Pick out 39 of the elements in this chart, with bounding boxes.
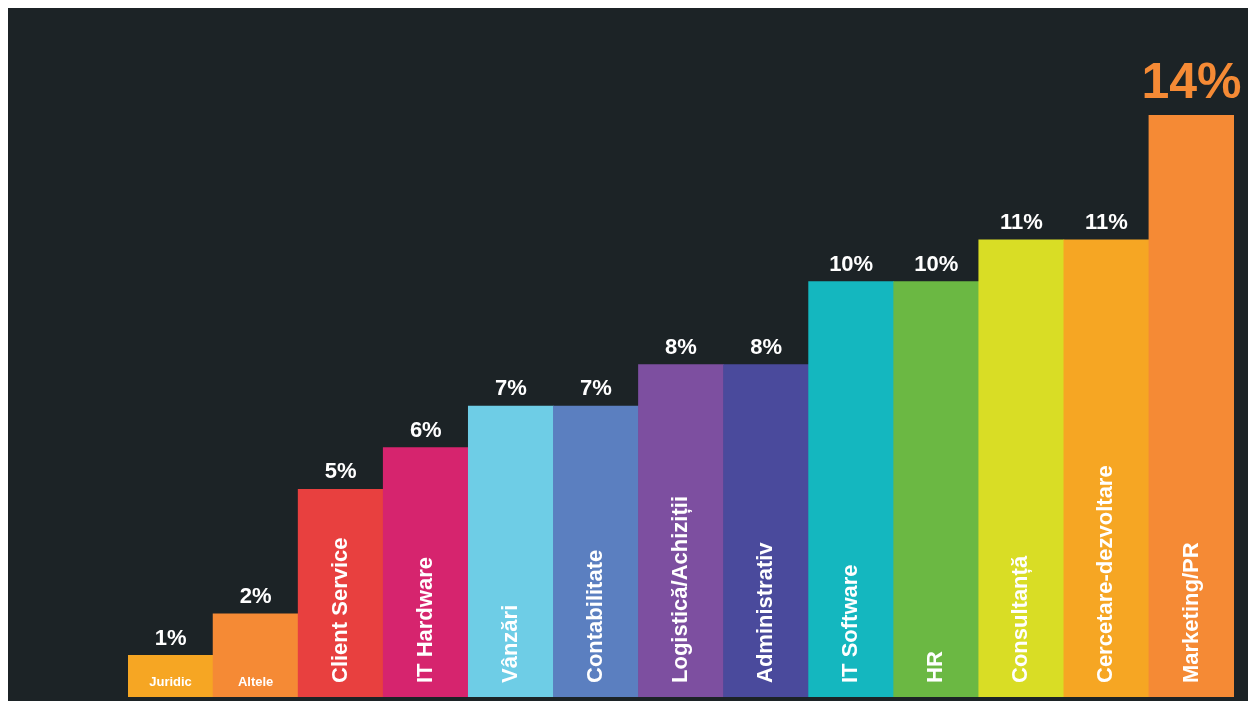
bar xyxy=(212,613,299,697)
bar xyxy=(808,281,895,697)
x-tick-label: Cercetare-dezvoltare xyxy=(1092,465,1118,683)
bar xyxy=(467,405,554,697)
x-tick-label: Marketing/PR xyxy=(1177,542,1203,683)
x-tick-label: Client Service xyxy=(326,537,352,683)
data-label: 14% xyxy=(1141,53,1242,110)
x-tick-label: IT Hardware xyxy=(411,557,437,683)
data-label: 11% xyxy=(999,208,1043,234)
x-tick-label: IT Software xyxy=(837,564,863,683)
data-label: 7% xyxy=(494,375,527,401)
bar xyxy=(128,655,214,697)
data-label: 8% xyxy=(750,333,782,359)
data-label: 10% xyxy=(829,250,874,276)
bar xyxy=(382,447,469,697)
x-tick-label: HR xyxy=(922,651,948,683)
data-label: 6% xyxy=(409,416,442,442)
data-label: 8% xyxy=(665,333,697,359)
x-tick-label: Juridic xyxy=(149,674,192,690)
data-label: 1% xyxy=(154,624,187,650)
data-label: 2% xyxy=(239,582,272,608)
bar xyxy=(978,239,1065,697)
x-tick-label: Logistică/Achiziții xyxy=(667,495,693,683)
bar xyxy=(723,364,809,697)
x-tick-label: Vânzări xyxy=(496,604,522,683)
bar xyxy=(553,405,639,697)
data-label: 11% xyxy=(1084,208,1128,234)
bar xyxy=(893,281,980,697)
x-tick-label: Contabilitate xyxy=(581,549,607,683)
data-label: 5% xyxy=(324,458,357,484)
bar xyxy=(1063,239,1150,697)
x-tick-label: Consultanță xyxy=(1007,555,1033,683)
data-label: 7% xyxy=(580,375,612,401)
bar xyxy=(638,364,724,697)
bar xyxy=(297,488,384,697)
x-tick-label: Administrativ xyxy=(752,541,778,683)
bar xyxy=(1148,114,1234,697)
data-label: 10% xyxy=(914,250,959,276)
x-tick-label: Altele xyxy=(237,674,274,690)
